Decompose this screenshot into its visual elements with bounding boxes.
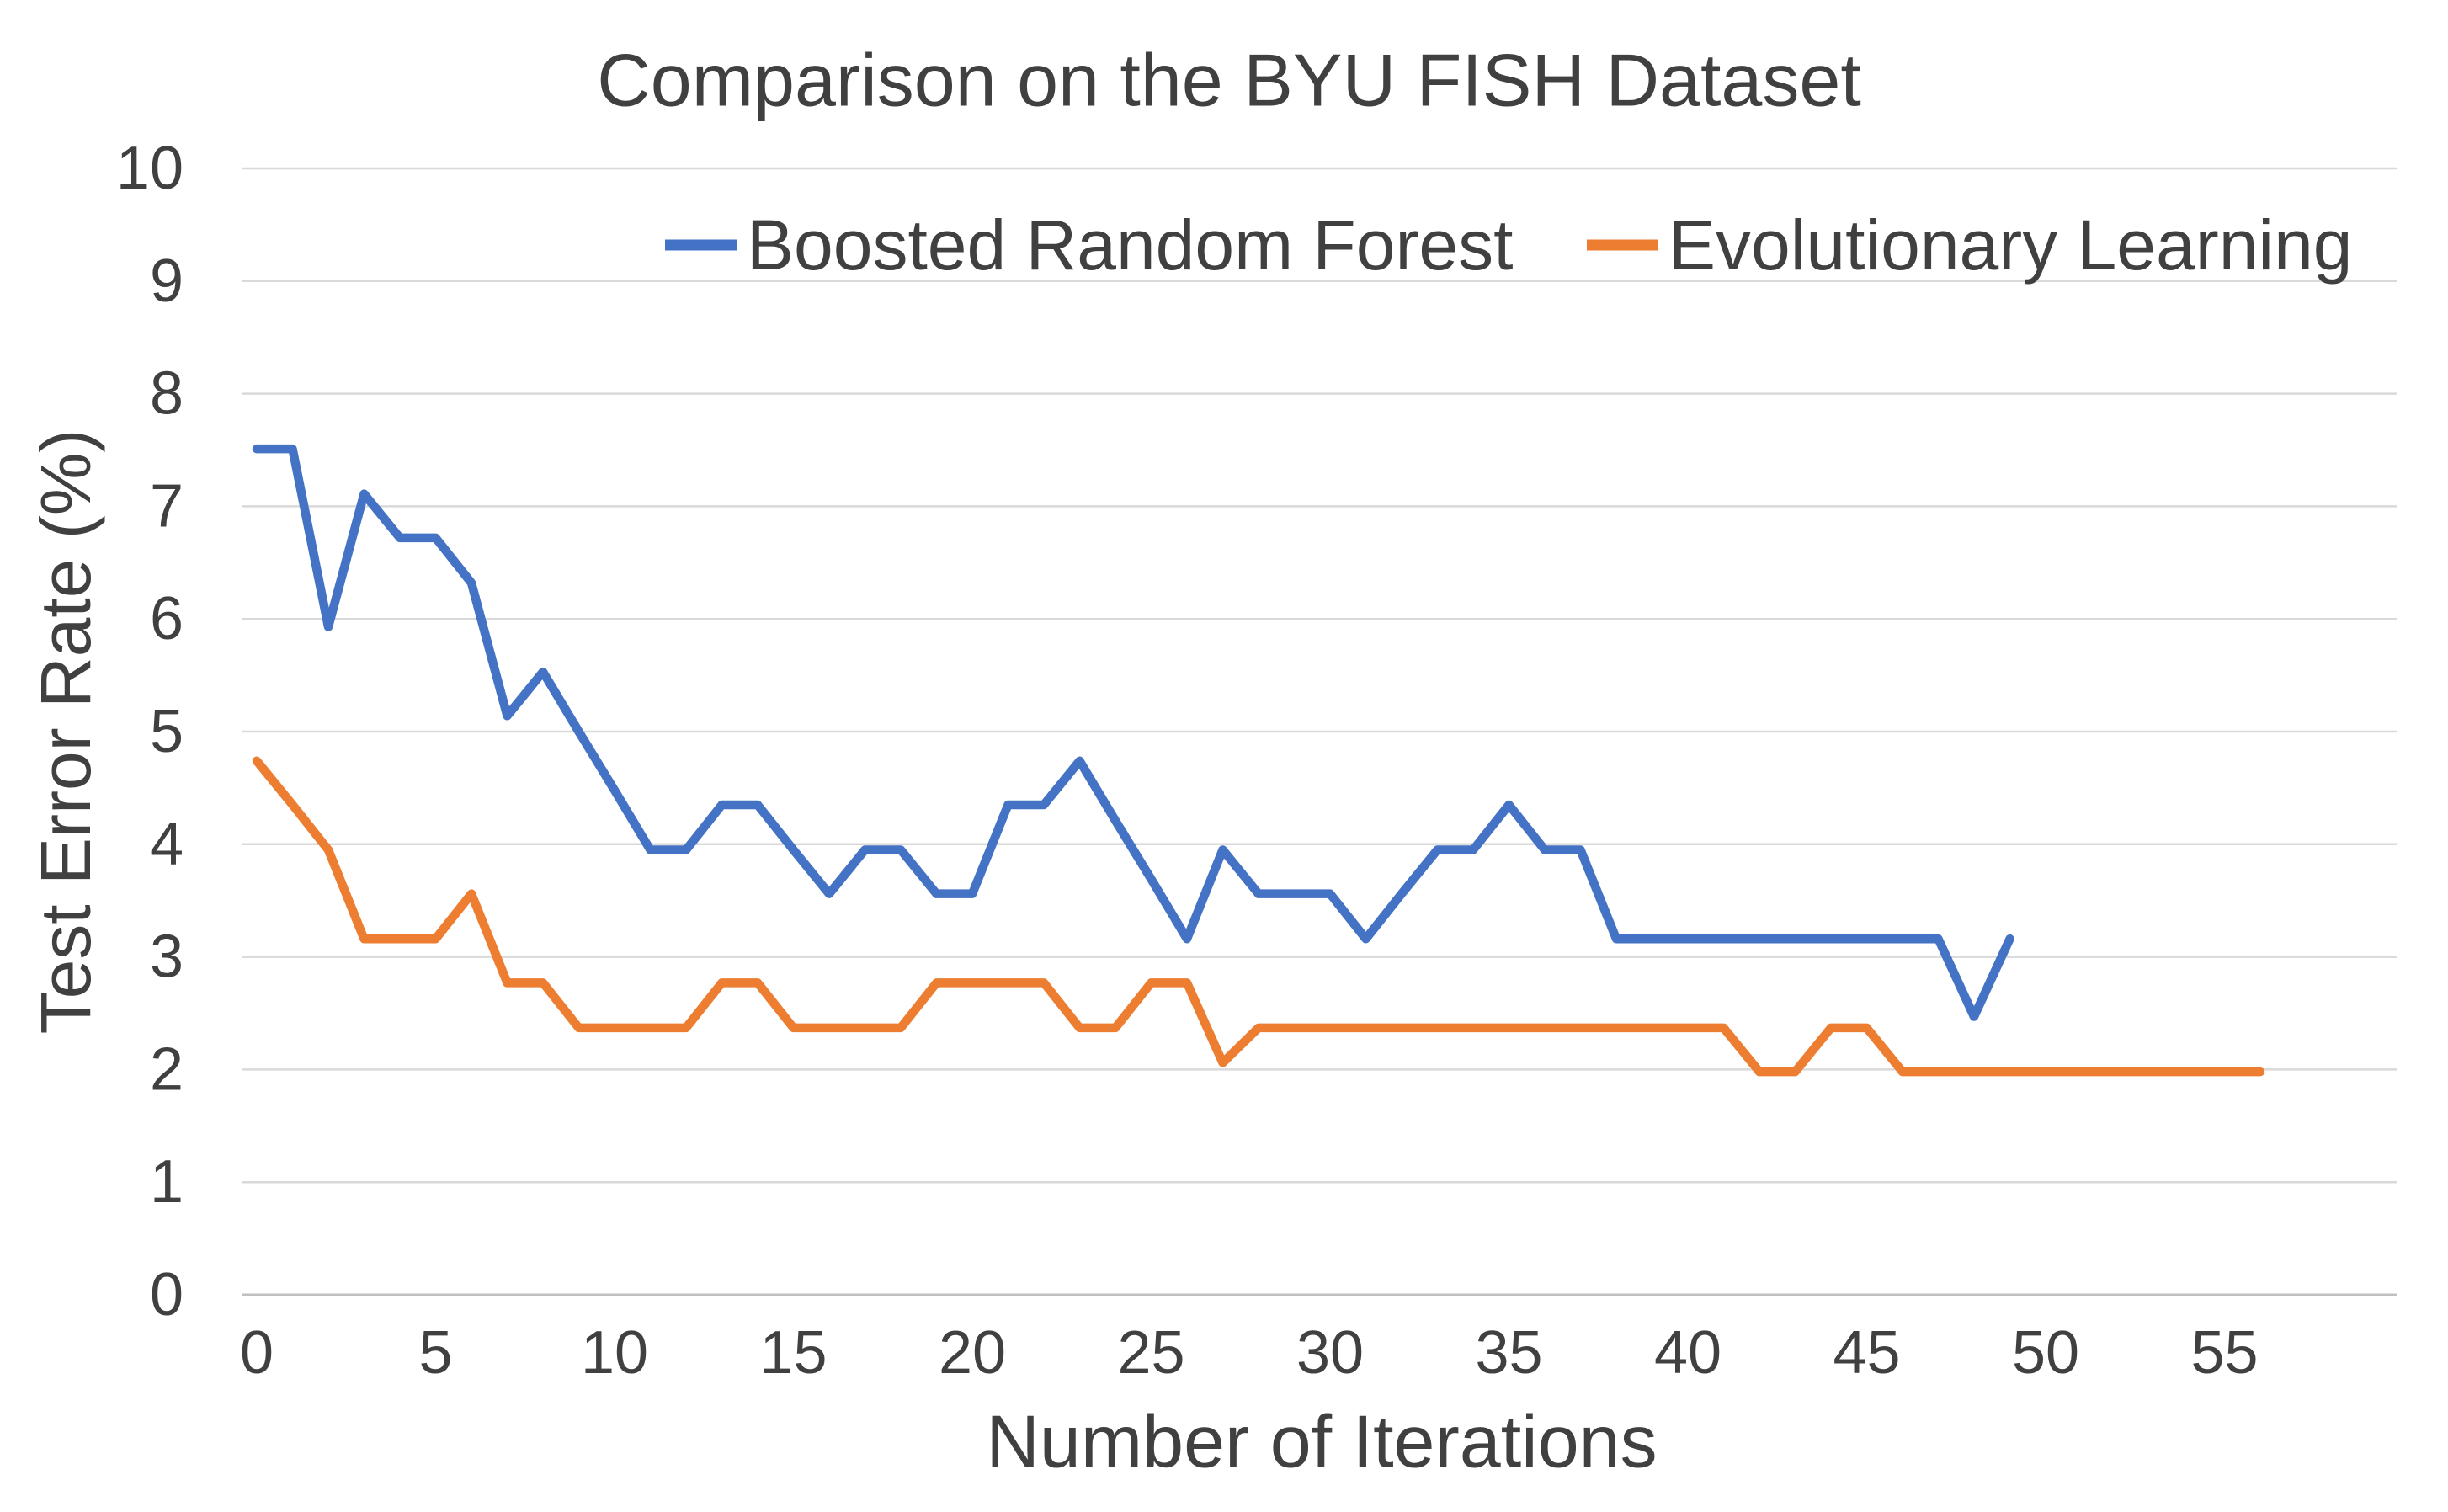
y-tick-label-5: 5 <box>150 698 184 765</box>
y-tick-label-0: 0 <box>150 1261 184 1328</box>
y-tick-label-8: 8 <box>150 360 184 428</box>
y-tick-label-2: 2 <box>150 1036 184 1103</box>
x-axis-title: Number of Iterations <box>986 1400 1657 1483</box>
x-tick-label-35: 35 <box>1475 1319 1542 1387</box>
chart-title: Comparison on the BYU FISH Dataset <box>597 39 1861 122</box>
x-tick-label-10: 10 <box>581 1319 648 1387</box>
x-tick-label-5: 5 <box>418 1319 452 1387</box>
gridlines <box>242 167 2397 1184</box>
y-tick-label-4: 4 <box>150 811 184 878</box>
series-line-boosted-random-forest <box>252 444 2014 1021</box>
legend: Boosted Random Forest Evolutionary Learni… <box>665 205 2353 285</box>
x-tick-label-15: 15 <box>759 1319 827 1387</box>
x-tick-label-30: 30 <box>1296 1319 1364 1387</box>
x-tick-label-25: 25 <box>1117 1319 1184 1387</box>
series-line-evolutionary-learning <box>252 756 2265 1077</box>
y-tick-label-6: 6 <box>150 585 184 652</box>
y-tick-label-7: 7 <box>150 472 184 540</box>
series-lines <box>252 444 2265 1077</box>
x-tick-label-50: 50 <box>2012 1319 2079 1387</box>
x-tick-label-45: 45 <box>1833 1319 1900 1387</box>
x-axis-tick-labels: 0 5 10 15 20 25 30 35 40 45 50 55 <box>240 1319 2259 1387</box>
x-tick-label-55: 55 <box>2190 1319 2258 1387</box>
y-tick-label-3: 3 <box>150 924 184 991</box>
x-tick-label-20: 20 <box>939 1319 1006 1387</box>
legend-item-boosted-random-forest: Boosted Random Forest <box>665 205 1513 285</box>
legend-label: Evolutionary Learning <box>1668 205 2353 285</box>
y-tick-label-9: 9 <box>150 248 184 315</box>
y-axis-title: Test Error Rate (%) <box>26 429 105 1035</box>
legend-item-evolutionary-learning: Evolutionary Learning <box>1587 205 2353 285</box>
legend-label: Boosted Random Forest <box>747 205 1513 285</box>
y-tick-label-10: 10 <box>116 135 184 202</box>
x-tick-label-40: 40 <box>1654 1319 1722 1387</box>
y-tick-label-1: 1 <box>150 1148 184 1216</box>
x-tick-label-0: 0 <box>240 1319 274 1387</box>
y-axis-tick-labels: 0 1 2 3 4 5 6 7 8 9 10 <box>116 135 184 1328</box>
